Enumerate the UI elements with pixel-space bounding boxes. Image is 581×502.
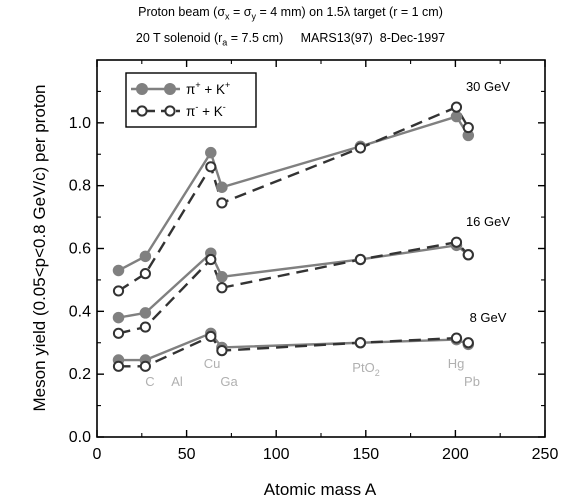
data-point-minus	[112, 285, 125, 297]
target-label-al: Al	[171, 374, 183, 389]
y-tick-label-1: 0.2	[69, 366, 91, 383]
energy-label: 30 GeV	[466, 79, 510, 94]
data-point-minus	[205, 253, 217, 266]
series-line-minus	[117, 105, 470, 292]
data-point-minus	[354, 337, 367, 349]
data-point-minus	[216, 282, 228, 294]
energy-group-1: 16 GeV	[112, 214, 510, 339]
energy-group-0: 30 GeV	[112, 79, 510, 297]
data-point-minus	[462, 121, 474, 134]
x-axis-label: Atomic mass A	[264, 480, 377, 499]
target-label-ga: Ga	[220, 374, 238, 389]
series-line-plus	[117, 115, 470, 272]
series-line-plus	[118, 244, 470, 319]
data-point-minus	[450, 236, 463, 248]
legend-marker-minus-2	[164, 105, 176, 117]
data-point-minus	[450, 101, 463, 113]
y-axis-label: Meson yield (0.05<p<0.8 GeV/c) per proto…	[30, 85, 49, 412]
x-tick-label-5: 250	[532, 446, 559, 463]
energy-label: 8 GeV	[470, 310, 507, 325]
x-tick-label-0: 0	[93, 446, 102, 463]
legend-box	[125, 72, 257, 128]
data-point-minus	[205, 330, 217, 343]
data-point-minus	[112, 327, 125, 339]
energy-group-2: 8 GeV	[112, 310, 507, 372]
data-point-minus	[112, 360, 125, 372]
chart-title: Proton beam (σx = σy = 4 mm) on 1.5λ tar…	[138, 5, 443, 22]
series-line-minus	[118, 334, 469, 368]
data-point-minus	[205, 161, 217, 173]
data-point-plus	[112, 264, 125, 277]
target-label-pto2: PtO2	[352, 360, 379, 378]
y-tick-label-5: 1.0	[69, 115, 91, 132]
target-label-c: C	[145, 374, 154, 389]
data-point-minus	[139, 268, 151, 280]
data-point-plus	[205, 146, 217, 159]
y-tick-label-4: 0.8	[69, 178, 91, 195]
data-point-minus	[139, 360, 151, 372]
data-point-minus	[462, 249, 474, 261]
data-point-minus	[462, 337, 474, 349]
data-point-minus	[354, 253, 367, 266]
legend-marker-minus	[136, 105, 148, 117]
data-point-plus	[112, 311, 125, 324]
legend-marker-plus	[136, 83, 148, 95]
series-line-minus	[118, 240, 470, 335]
y-tick-label-0: 0.0	[69, 429, 91, 446]
target-label-hg: Hg	[448, 356, 465, 371]
y-tick-label-2: 0.4	[69, 303, 91, 320]
target-label-cu: Cu	[204, 356, 221, 371]
chart-subtitle: 20 T solenoid (ra = 7.5 cm) MARS13(97) 8…	[135, 31, 446, 48]
data-point-minus	[216, 197, 228, 209]
data-point-minus	[216, 345, 228, 357]
legend-label-plus: π+ + K+	[186, 80, 230, 97]
data-point-plus	[216, 181, 228, 193]
data-point-minus	[354, 142, 367, 154]
data-point-minus	[139, 321, 151, 333]
x-tick-label-1: 50	[178, 446, 196, 463]
data-point-plus	[139, 250, 152, 263]
data-point-minus	[450, 332, 463, 344]
target-label-pb: Pb	[464, 374, 480, 389]
data-point-plus	[216, 271, 228, 283]
legend-marker-plus-2	[164, 83, 176, 95]
x-tick-label-4: 200	[442, 446, 469, 463]
legend: π+ + K+ π- + K-	[125, 72, 257, 128]
series-line-plus	[118, 331, 469, 362]
x-tick-label-3: 150	[352, 446, 379, 463]
data-point-plus	[450, 110, 463, 123]
x-tick-label-2: 100	[263, 446, 290, 463]
energy-label: 16 GeV	[466, 214, 510, 229]
y-tick-label-3: 0.6	[69, 241, 91, 258]
data-point-plus	[139, 307, 152, 319]
legend-label-minus: π- + K-	[186, 102, 226, 119]
target-labels: C Al Cu Ga PtO2 Hg Pb	[145, 356, 480, 389]
